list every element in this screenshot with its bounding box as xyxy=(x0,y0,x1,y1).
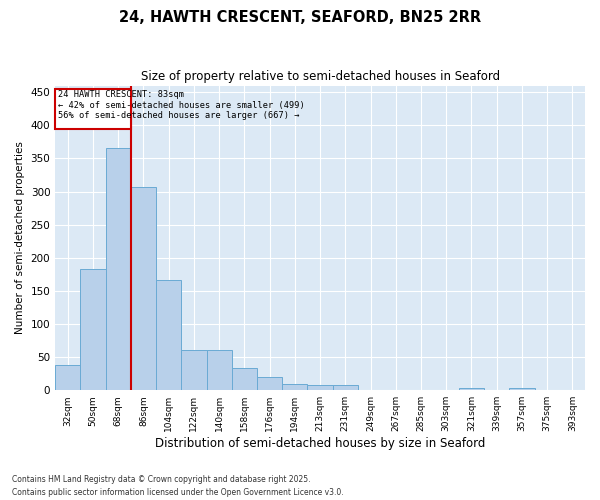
Bar xyxy=(307,385,332,390)
Bar xyxy=(232,368,257,390)
Bar xyxy=(181,350,206,390)
Bar xyxy=(257,377,282,390)
Bar xyxy=(509,388,535,390)
Bar xyxy=(459,388,484,390)
Bar xyxy=(131,187,156,390)
Text: 56% of semi-detached houses are larger (667) →: 56% of semi-detached houses are larger (… xyxy=(58,112,299,120)
Bar xyxy=(55,89,131,128)
Bar xyxy=(282,384,307,390)
Bar xyxy=(156,280,181,390)
Bar xyxy=(80,269,106,390)
Y-axis label: Number of semi-detached properties: Number of semi-detached properties xyxy=(15,142,25,334)
Bar xyxy=(106,148,131,390)
Bar xyxy=(55,365,80,390)
Title: Size of property relative to semi-detached houses in Seaford: Size of property relative to semi-detach… xyxy=(140,70,500,83)
Bar xyxy=(332,385,358,390)
X-axis label: Distribution of semi-detached houses by size in Seaford: Distribution of semi-detached houses by … xyxy=(155,437,485,450)
Bar xyxy=(206,350,232,390)
Text: 24, HAWTH CRESCENT, SEAFORD, BN25 2RR: 24, HAWTH CRESCENT, SEAFORD, BN25 2RR xyxy=(119,10,481,25)
Text: Contains HM Land Registry data © Crown copyright and database right 2025.
Contai: Contains HM Land Registry data © Crown c… xyxy=(12,476,344,497)
Text: 24 HAWTH CRESCENT: 83sqm: 24 HAWTH CRESCENT: 83sqm xyxy=(58,90,184,99)
Text: ← 42% of semi-detached houses are smaller (499): ← 42% of semi-detached houses are smalle… xyxy=(58,101,304,110)
